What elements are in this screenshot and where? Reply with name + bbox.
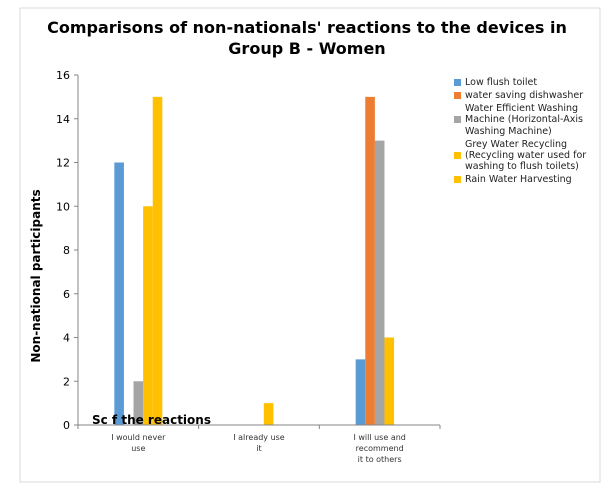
bar	[263, 403, 274, 425]
chart-title-line-2: Group B - Women	[228, 39, 385, 58]
y-axis-label: Non-national participants	[29, 189, 43, 362]
legend-swatch	[454, 176, 461, 184]
bar	[152, 96, 163, 425]
y-tick-label: 0	[63, 419, 70, 432]
legend-swatch	[454, 91, 461, 99]
y-ticks: 0 2 4 6 8 10 12 14 16	[56, 69, 78, 432]
legend-label: water saving dishwasher	[465, 89, 584, 101]
legend-label: Rain Water Harvesting	[465, 174, 572, 186]
legend-swatch	[454, 152, 461, 160]
legend-label: Grey Water Recycling (Recycling water us…	[465, 138, 587, 173]
legend-swatch	[454, 116, 461, 124]
x-tick-label: I will use and	[353, 433, 405, 442]
y-tick-label: 8	[63, 244, 70, 257]
bar	[384, 337, 395, 425]
legend-item: Low flush toilet	[454, 77, 604, 88]
bar	[355, 359, 366, 425]
x-tick-label: I would never	[111, 433, 166, 442]
legend-label: Water Efficient Washing Machine (Horizon…	[465, 102, 583, 137]
bar	[143, 206, 153, 425]
y-tick-label: 16	[56, 69, 70, 82]
legend-label: Low flush toilet	[465, 77, 538, 88]
y-tick-label: 6	[63, 288, 70, 301]
x-tick-label: recommend	[356, 444, 404, 453]
y-tick-label: 14	[56, 113, 70, 126]
y-tick-label: 2	[63, 375, 70, 388]
legend-item: water saving dishwasher	[454, 90, 604, 101]
legend-item: Water Efficient Washing Machine (Horizon…	[454, 103, 604, 137]
legend-item: Rain Water Harvesting	[454, 174, 604, 185]
legend: Low flush toilet water saving dishwasher W…	[454, 77, 604, 187]
chart-annotation: Sc f the reactions	[92, 413, 211, 427]
legend-item: Grey Water Recycling (Recycling water us…	[454, 139, 604, 173]
chart-title-line-1: Comparisons of non-nationals' reactions …	[47, 18, 567, 37]
bar	[114, 162, 124, 425]
bar	[365, 96, 375, 425]
legend-swatch	[454, 79, 461, 86]
y-tick-label: 10	[56, 200, 70, 213]
bars-layer	[114, 96, 395, 425]
x-tick-label: use	[131, 444, 145, 453]
x-tick-label: it to others	[358, 455, 402, 464]
x-ticks: I would never use I already use it I will us…	[77, 425, 441, 464]
y-tick-label: 12	[56, 157, 70, 170]
y-tick-label: 4	[63, 332, 70, 345]
x-tick-label: I already use	[233, 433, 285, 442]
x-tick-label: it	[256, 444, 261, 453]
bar	[133, 381, 144, 425]
chart-border	[19, 7, 601, 483]
bar	[374, 140, 385, 425]
